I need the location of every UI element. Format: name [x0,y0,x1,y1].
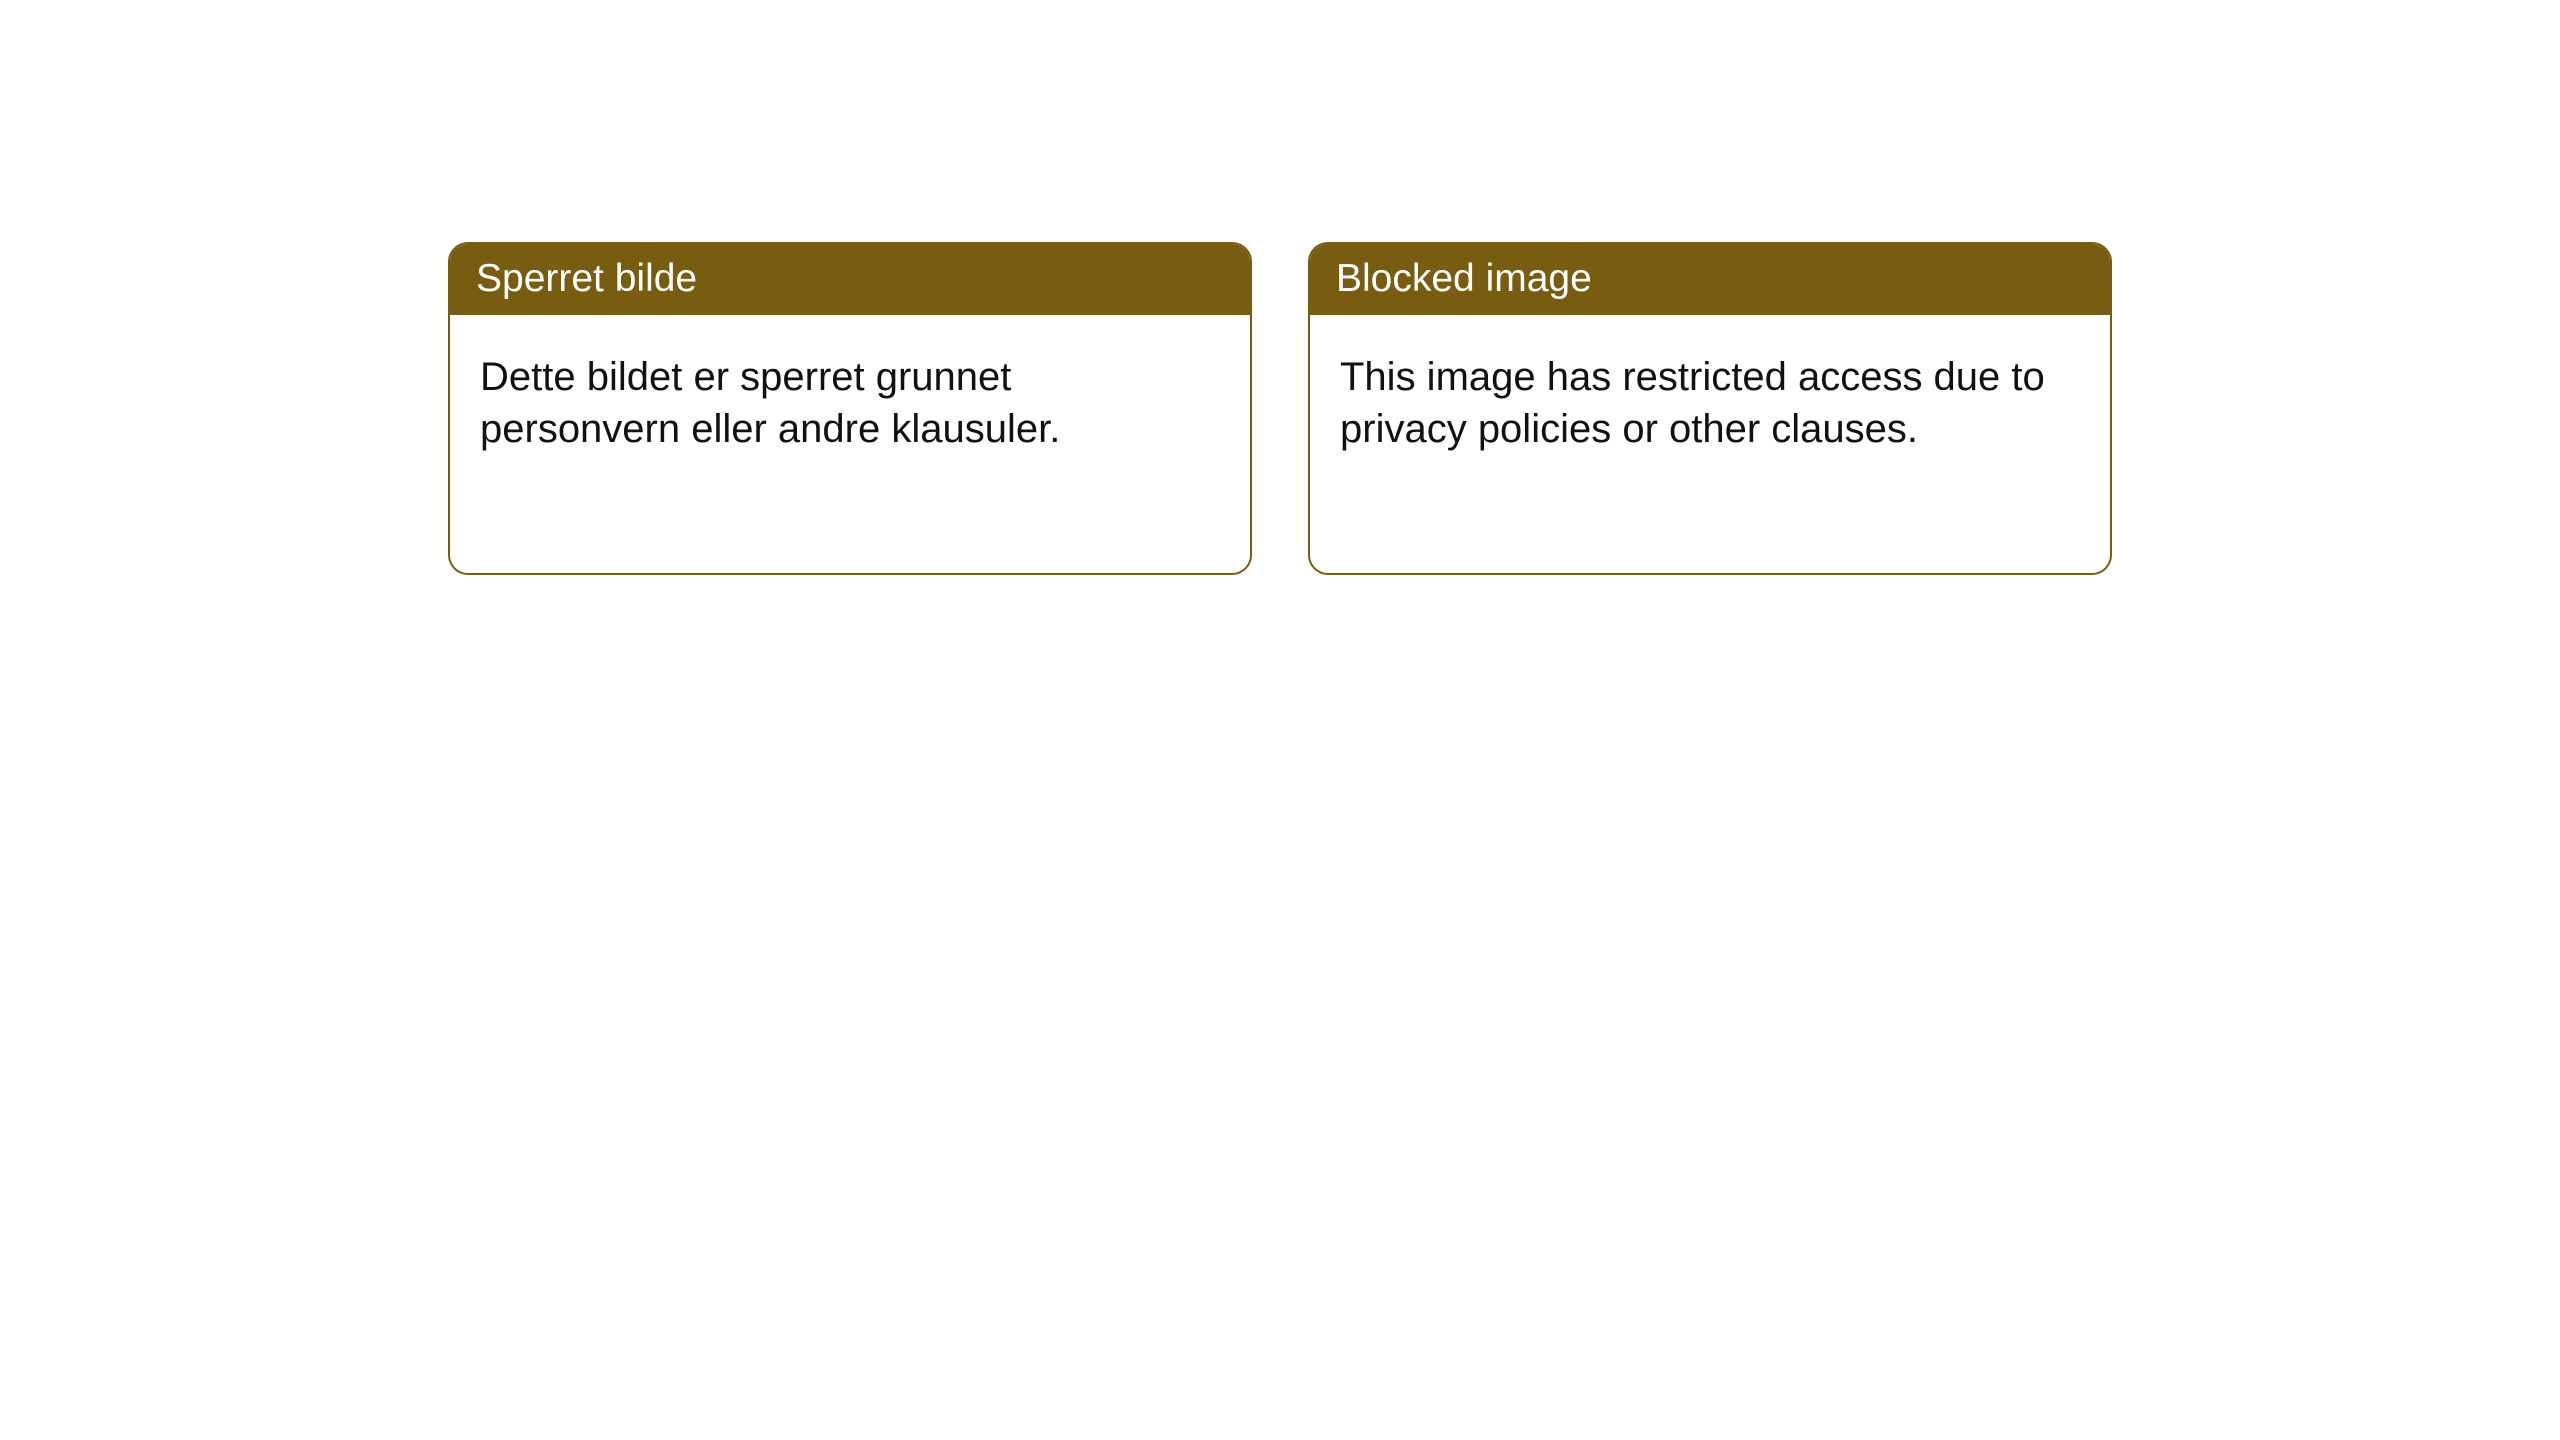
notice-card-english: Blocked image This image has restricted … [1308,242,2112,575]
notice-card-norwegian: Sperret bilde Dette bildet er sperret gr… [448,242,1252,575]
card-header: Blocked image [1310,244,2110,315]
card-body-text: This image has restricted access due to … [1340,355,2045,451]
card-body: This image has restricted access due to … [1310,315,2110,491]
card-header: Sperret bilde [450,244,1250,315]
card-title: Blocked image [1336,257,1592,300]
notice-container: Sperret bilde Dette bildet er sperret gr… [448,242,2112,575]
card-title: Sperret bilde [476,257,697,300]
card-body-text: Dette bildet er sperret grunnet personve… [480,355,1060,451]
card-body: Dette bildet er sperret grunnet personve… [450,315,1250,491]
